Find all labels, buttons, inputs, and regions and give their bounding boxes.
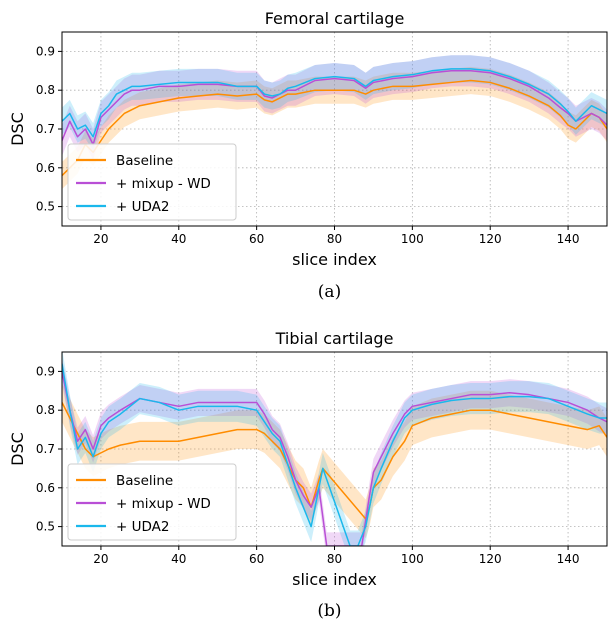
x-axis-label: slice index <box>292 570 377 589</box>
x-tick-label: 60 <box>249 552 264 566</box>
legend-label-2: + mixup - WD <box>116 496 211 512</box>
y-axis-label: DSC <box>8 112 27 146</box>
y-axis-label: DSC <box>8 432 27 466</box>
x-tick-label: 120 <box>479 232 502 246</box>
legend-label-1: Baseline <box>116 153 173 169</box>
x-tick-label: 120 <box>479 552 502 566</box>
y-tick-label: 0.9 <box>36 44 55 58</box>
series-line-2 <box>62 70 607 146</box>
legend-box <box>67 143 237 221</box>
series-line-1 <box>62 79 607 177</box>
y-tick-label: 0.6 <box>36 481 55 495</box>
series-line-3 <box>62 68 607 138</box>
series-line-1 <box>62 402 607 520</box>
legend: Baseline + mixup - WD + UDA2 <box>67 143 237 221</box>
plot-area <box>62 352 607 546</box>
legend-label-3: + UDA2 <box>116 199 169 215</box>
x-tick-label: 60 <box>249 232 264 246</box>
figure-caption: (a) <box>318 282 341 302</box>
x-tick-label: 80 <box>327 232 342 246</box>
chart-panel-1: 20 40 60 80 100 120 140 0.5 0.6 0.7 0.8 0.9 Femoral … <box>8 9 608 302</box>
y-tick-label: 0.8 <box>36 403 55 417</box>
series-line-3 <box>62 363 607 546</box>
series-band-1 <box>62 383 607 539</box>
series-band-2 <box>62 55 607 161</box>
x-tick-label: 20 <box>93 552 108 566</box>
y-tick-label: 0.7 <box>36 122 55 136</box>
x-axis-label: slice index <box>292 250 377 269</box>
x-tick-label: 40 <box>171 552 186 566</box>
x-tick-label: 100 <box>401 232 424 246</box>
x-tick-label: 100 <box>401 552 424 566</box>
legend-label-1: Baseline <box>116 473 173 489</box>
series-band-3 <box>62 352 607 546</box>
y-tick-label: 0.5 <box>36 520 55 534</box>
series-band-1 <box>62 66 607 190</box>
x-tick-label: 20 <box>93 232 108 246</box>
chart-title: Femoral cartilage <box>265 9 405 28</box>
legend: Baseline + mixup - WD + UDA2 <box>67 463 237 541</box>
legend-label-3: + UDA2 <box>116 519 169 535</box>
y-tick-label: 0.7 <box>36 442 55 456</box>
y-tick-label: 0.5 <box>36 200 55 214</box>
legend-box <box>67 463 237 541</box>
series-band-3 <box>62 55 607 151</box>
x-tick-label: 140 <box>557 232 580 246</box>
series-band-2 <box>62 357 607 546</box>
x-tick-label: 80 <box>327 552 342 566</box>
x-tick-label: 140 <box>557 552 580 566</box>
legend-label-2: + mixup - WD <box>116 176 211 192</box>
figure-caption: (b) <box>317 601 341 621</box>
y-tick-label: 0.9 <box>36 364 55 378</box>
chart-panel-2: 20 40 60 80 100 120 140 0.5 0.6 0.7 0.8 0.9 Tibial c… <box>8 329 608 621</box>
y-tick-label: 0.8 <box>36 83 55 97</box>
series-line-2 <box>62 371 607 546</box>
y-tick-label: 0.6 <box>36 161 55 175</box>
plot-area <box>62 55 607 190</box>
x-tick-label: 40 <box>171 232 186 246</box>
chart-title: Tibial cartilage <box>275 329 394 348</box>
